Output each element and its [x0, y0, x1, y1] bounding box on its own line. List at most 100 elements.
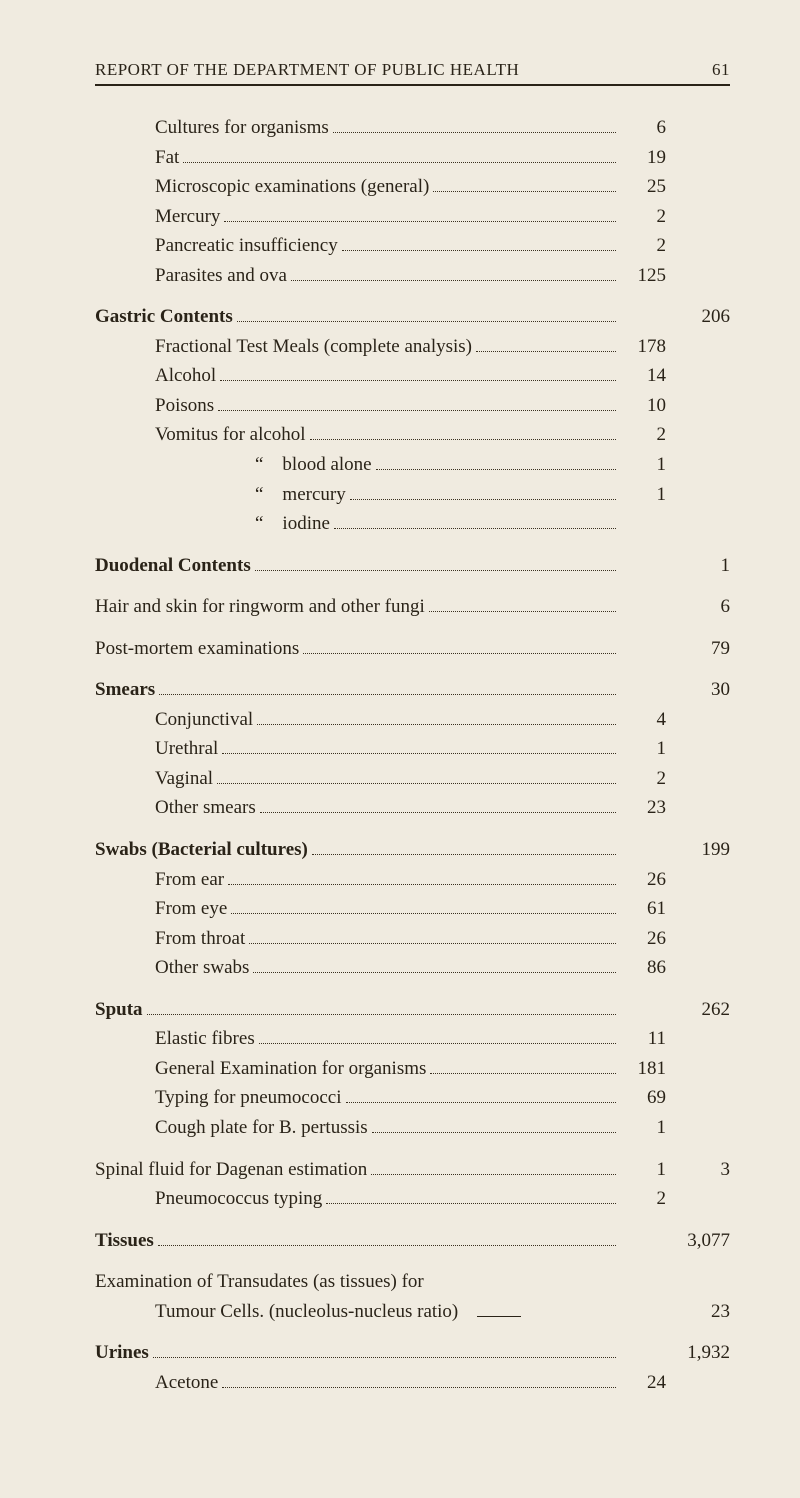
item-value: 86 — [620, 954, 666, 982]
dot-leader — [430, 1073, 616, 1074]
dot-leader — [183, 162, 616, 163]
item-label: Parasites and ova — [155, 262, 287, 290]
item-label: Acetone — [155, 1369, 218, 1397]
list-item: Poisons10 — [95, 392, 730, 420]
item-label: Fat — [155, 144, 179, 172]
item-label: Urines — [95, 1339, 149, 1367]
dot-leader — [259, 1043, 616, 1044]
item-value: 1 — [620, 1114, 666, 1142]
list-item: Hair and skin for ringworm and other fun… — [95, 593, 730, 621]
list-item: Fat 19 — [95, 144, 730, 172]
section-heading: Tissues3,077 — [95, 1227, 730, 1255]
item-label: Tissues — [95, 1227, 154, 1255]
list-item: Examination of Transudates (as tissues) … — [95, 1268, 730, 1296]
item-label: Mercury — [155, 203, 220, 231]
item-value: 1 — [620, 1156, 666, 1184]
item-label: “ iodine — [255, 510, 330, 538]
item-label: Duodenal Contents — [95, 552, 251, 580]
dot-leader — [312, 854, 616, 855]
header-title: REPORT OF THE DEPARTMENT OF PUBLIC HEALT… — [95, 60, 519, 80]
item-value: 2 — [620, 421, 666, 449]
list-item: “ mercury 1 — [95, 481, 730, 509]
item-value: 69 — [620, 1084, 666, 1112]
item-total: 3 — [666, 1156, 730, 1184]
item-label: Urethral — [155, 735, 218, 763]
dot-leader — [153, 1357, 616, 1358]
list-item: Fractional Test Meals (complete analysis… — [95, 333, 730, 361]
section-heading: Duodenal Contents 1 — [95, 552, 730, 580]
dot-leader — [429, 611, 616, 612]
list-item: Mercury2 — [95, 203, 730, 231]
item-value: 125 — [620, 262, 666, 290]
list-item: Other smears23 — [95, 794, 730, 822]
dot-leader — [291, 280, 616, 281]
dash-rule — [477, 1316, 521, 1317]
dot-leader — [334, 528, 616, 529]
item-label: From throat — [155, 925, 245, 953]
dot-leader — [224, 221, 616, 222]
item-value: 2 — [620, 232, 666, 260]
dot-leader — [433, 191, 616, 192]
item-total: 79 — [666, 635, 730, 663]
dot-leader — [147, 1014, 616, 1015]
page: REPORT OF THE DEPARTMENT OF PUBLIC HEALT… — [0, 0, 800, 1498]
item-total: 30 — [666, 676, 730, 704]
dot-leader — [220, 380, 616, 381]
item-label: Elastic fibres — [155, 1025, 255, 1053]
item-label: Cough plate for B. pertussis — [155, 1114, 368, 1142]
list-item: “ iodine — [95, 510, 730, 538]
item-label: Vaginal — [155, 765, 213, 793]
item-value: 14 — [620, 362, 666, 390]
item-total: 206 — [666, 303, 730, 331]
list-item: Parasites and ova 125 — [95, 262, 730, 290]
dot-leader — [326, 1203, 616, 1204]
page-header: REPORT OF THE DEPARTMENT OF PUBLIC HEALT… — [95, 60, 730, 86]
dot-leader — [342, 250, 616, 251]
list-item: Microscopic examinations (general)25 — [95, 173, 730, 201]
list-item: Pneumococcus typing2 — [95, 1185, 730, 1213]
list-item: Vaginal 2 — [95, 765, 730, 793]
item-value: 24 — [620, 1369, 666, 1397]
item-value: 2 — [620, 765, 666, 793]
dot-leader — [222, 1387, 616, 1388]
item-value: 19 — [620, 144, 666, 172]
item-value: 6 — [620, 114, 666, 142]
item-label: From ear — [155, 866, 224, 894]
dot-leader — [476, 351, 616, 352]
item-label: Post-mortem examinations — [95, 635, 299, 663]
item-label: General Examination for organisms — [155, 1055, 426, 1083]
dot-leader — [158, 1245, 616, 1246]
item-label: Swabs (Bacterial cultures) — [95, 836, 308, 864]
dot-leader — [310, 439, 616, 440]
item-value: 1 — [620, 735, 666, 763]
section-heading: Swabs (Bacterial cultures) 199 — [95, 836, 730, 864]
item-value: 25 — [620, 173, 666, 201]
item-label: Hair and skin for ringworm and other fun… — [95, 593, 425, 621]
section-heading: Urines 1,932 — [95, 1339, 730, 1367]
item-value: 1 — [620, 481, 666, 509]
dot-leader — [376, 469, 616, 470]
item-label: From eye — [155, 895, 227, 923]
item-total: 1 — [666, 552, 730, 580]
list-item: From ear 26 — [95, 866, 730, 894]
list-item: Urethral 1 — [95, 735, 730, 763]
item-label: Vomitus for alcohol — [155, 421, 306, 449]
item-label: Conjunctival — [155, 706, 253, 734]
item-total: 1,932 — [666, 1339, 730, 1367]
item-label: Smears — [95, 676, 155, 704]
item-value: 26 — [620, 866, 666, 894]
dot-leader — [218, 410, 616, 411]
item-label: Typing for pneumococci — [155, 1084, 342, 1112]
item-label: “ blood alone — [255, 451, 372, 479]
item-value: 10 — [620, 392, 666, 420]
item-total: 199 — [666, 836, 730, 864]
list-item: Vomitus for alcohol 2 — [95, 421, 730, 449]
dot-leader — [350, 499, 616, 500]
item-total: 262 — [666, 996, 730, 1024]
item-label: “ mercury — [255, 481, 346, 509]
item-value: 1 — [620, 451, 666, 479]
list-item: Post-mortem examinations 79 — [95, 635, 730, 663]
dot-leader — [253, 972, 616, 973]
item-label: Cultures for organisms — [155, 114, 329, 142]
section-heading: Smears 30 — [95, 676, 730, 704]
